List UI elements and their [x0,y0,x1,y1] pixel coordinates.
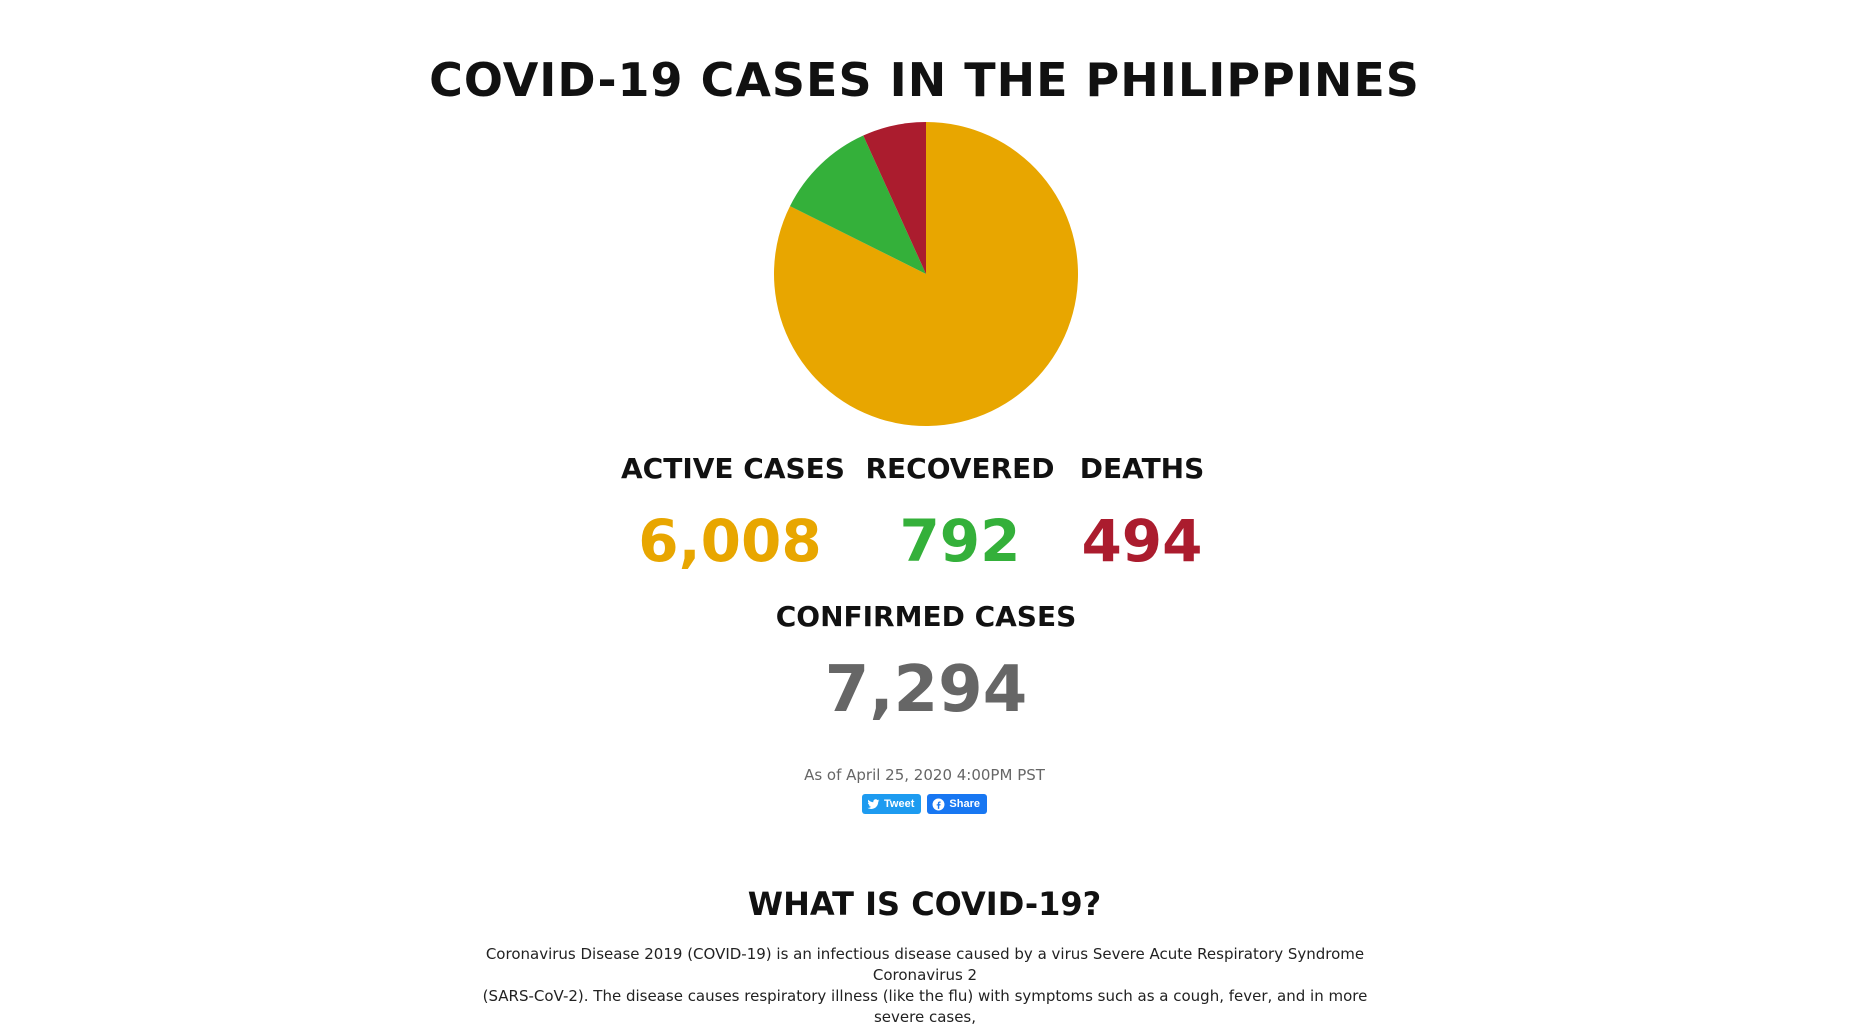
twitter-bird-icon [867,798,880,811]
active-cases-label: ACTIVE CASES [621,452,845,485]
facebook-share-label: Share [949,798,980,810]
share-buttons: Tweet Share [0,794,1849,814]
about-paragraph: Coronavirus Disease 2019 (COVID-19) is a… [470,944,1380,1028]
pie-slice-recovered [790,135,926,274]
active-cases-value: 6,008 [638,507,822,575]
facebook-share-button[interactable]: Share [927,794,987,814]
deaths-stat: DEATHS 494 [1074,452,1210,576]
confirmed-cases-label: CONFIRMED CASES [775,600,1077,633]
about-line-2: (SARS-CoV-2). The disease causes respira… [482,987,1368,1026]
page-title: COVID-19 CASES IN THE PHILIPPINES [429,53,1420,107]
facebook-icon [932,798,945,811]
confirmed-cases-stat: CONFIRMED CASES 7,294 [724,600,1128,728]
confirmed-cases-value: 7,294 [824,653,1028,727]
deaths-value: 494 [1081,507,1203,575]
cases-pie-chart [774,122,1078,426]
pie-chart-svg [774,122,1078,426]
active-cases-stat: ACTIVE CASES 6,008 [621,452,845,576]
updated-timestamp: As of April 25, 2020 4:00PM PST [804,766,1045,784]
tweet-label: Tweet [884,798,915,810]
page: COVID-19 CASES IN THE PHILIPPINES ACTIVE… [0,53,1849,1026]
what-is-covid-title: WHAT IS COVID-19? [747,885,1102,923]
recovered-label: RECOVERED [865,452,1055,485]
about-line-1: Coronavirus Disease 2019 (COVID-19) is a… [485,945,1365,984]
pie-slice-deaths [863,122,926,274]
deaths-label: DEATHS [1079,452,1205,485]
recovered-value: 792 [899,507,1021,575]
recovered-stat: RECOVERED 792 [864,452,1056,576]
tweet-button[interactable]: Tweet [862,794,922,814]
